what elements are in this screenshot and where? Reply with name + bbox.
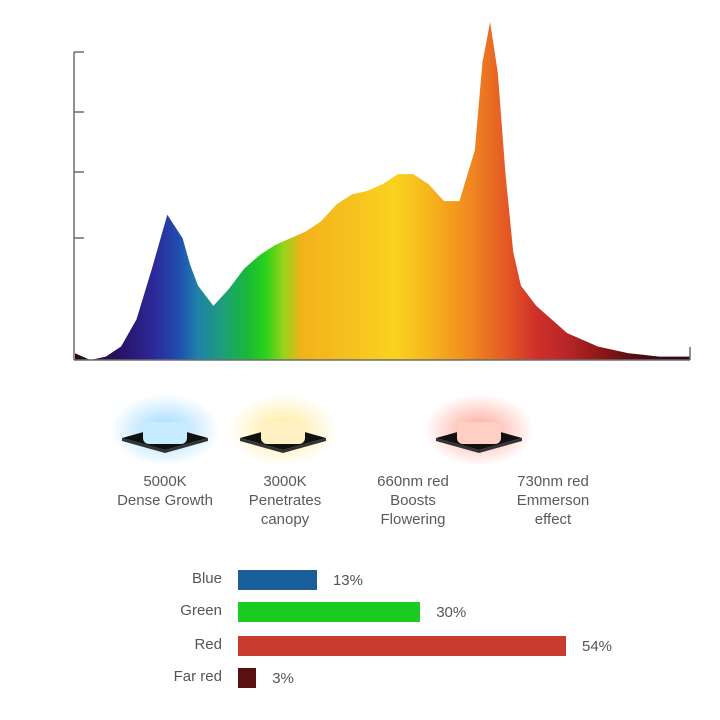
spectrum-chart: [73, 22, 691, 361]
led-chip-icon: [110, 394, 220, 466]
caption-line: 3000K: [263, 473, 307, 490]
led-caption-730nm: 730nm red Emmerson effect: [488, 472, 618, 529]
caption-line: Dense Growth: [117, 492, 213, 509]
led-caption-660nm: 660nm red Boosts Flowering: [348, 472, 478, 529]
bar-label: Blue: [191, 570, 222, 587]
caption-line: canopy: [260, 511, 310, 528]
bar: [238, 636, 566, 656]
bar-value-label: 30%: [436, 604, 467, 621]
spectrum-area: [75, 22, 690, 360]
caption-line: effect: [534, 511, 572, 528]
bar: [238, 570, 317, 590]
caption-line: Boosts: [390, 492, 436, 509]
caption-line: Emmerson: [516, 492, 590, 509]
led-chip-icon: [424, 394, 534, 466]
bar-value-label: 13%: [332, 572, 363, 589]
led-5000k-icon: [110, 392, 220, 472]
caption-line: 730nm red: [517, 473, 589, 490]
led-3000k-icon: [228, 392, 338, 472]
bar-label: Far red: [173, 668, 222, 685]
chart-axes: [73, 51, 691, 361]
led-caption-3000k: 3000K Penetrates canopy: [220, 472, 350, 529]
bar: [238, 668, 257, 688]
bar-label: Red: [194, 636, 222, 653]
led-chip-icon: [228, 394, 338, 466]
caption-line: Penetrates: [248, 492, 322, 509]
bar-row: Far red 3%: [150, 666, 670, 690]
bar-row: Blue 13%: [150, 568, 670, 592]
bar-value-label: 3%: [272, 670, 294, 687]
led-caption-5000k: 5000K Dense Growth: [100, 472, 230, 510]
caption-line: 660nm red: [377, 473, 449, 490]
bar-label: Green: [180, 602, 222, 619]
bar-row: Red 54%: [150, 634, 670, 658]
bar-row: Green 30%: [150, 600, 670, 624]
bar-value-label: 54%: [582, 638, 613, 655]
led-660nm-icon: [424, 392, 534, 472]
caption-line: 5000K: [143, 473, 187, 490]
caption-line: Flowering: [380, 511, 446, 528]
bar: [238, 602, 421, 622]
